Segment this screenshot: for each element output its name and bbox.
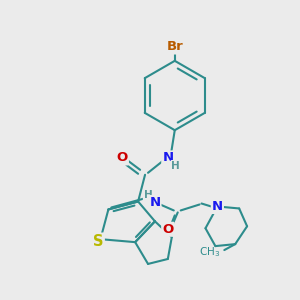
Text: O: O <box>162 223 173 236</box>
Text: S: S <box>93 234 104 249</box>
Text: N: N <box>212 200 223 213</box>
Text: $\rm CH_3$: $\rm CH_3$ <box>199 245 220 259</box>
Text: Br: Br <box>167 40 183 53</box>
Text: N: N <box>149 196 161 209</box>
Text: N: N <box>162 152 173 164</box>
Text: H: H <box>171 161 180 171</box>
Text: O: O <box>117 152 128 164</box>
Text: H: H <box>144 190 152 200</box>
